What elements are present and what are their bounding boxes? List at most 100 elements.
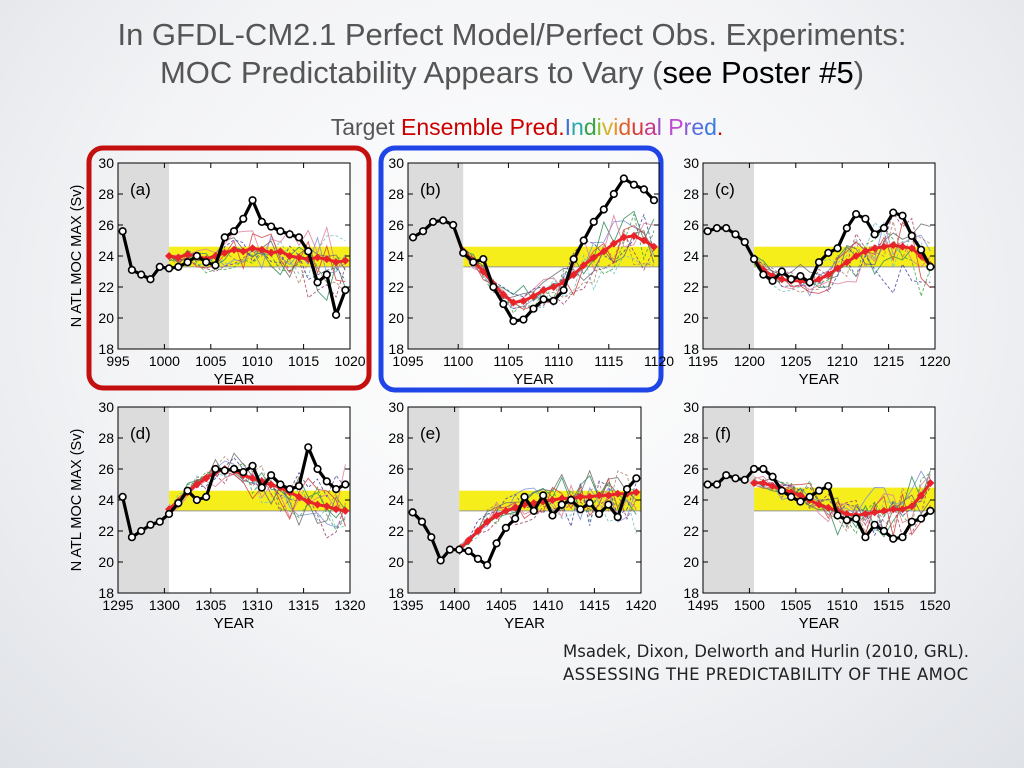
legend-individual-letter: u xyxy=(631,114,644,140)
target-marker xyxy=(529,304,538,313)
member-line xyxy=(459,482,637,547)
ensemble-marker xyxy=(332,505,341,514)
ensemble-marker xyxy=(549,283,558,291)
target-marker xyxy=(202,258,211,267)
legend-pred-letter: . xyxy=(716,114,724,140)
y-tick-label: 26 xyxy=(388,217,404,233)
ensemble-marker xyxy=(576,492,585,501)
y-tick-label: 26 xyxy=(388,461,404,477)
legend-individual-letter: n xyxy=(571,114,584,140)
target-marker xyxy=(192,251,201,261)
ensemble-marker xyxy=(861,247,870,256)
y-tick-label: 28 xyxy=(388,430,404,446)
target-marker xyxy=(118,227,127,236)
ensemble-marker xyxy=(174,253,183,262)
target-marker xyxy=(749,255,759,264)
member-line xyxy=(168,246,346,284)
target-marker xyxy=(842,224,851,233)
y-tick-label: 22 xyxy=(683,279,699,295)
ensemble-marker xyxy=(220,248,229,257)
y-tick-label: 28 xyxy=(683,430,699,446)
target-marker xyxy=(889,534,898,543)
citation-paper-title: ASSESSING THE PREDICTABILITY OF THE AMOC xyxy=(563,665,969,684)
ensemble-marker xyxy=(479,267,488,276)
target-marker xyxy=(768,472,777,481)
x-tick-label: 1305 xyxy=(195,597,226,613)
target-marker xyxy=(731,230,740,239)
target-marker xyxy=(211,261,220,270)
x-tick-label: 1005 xyxy=(195,353,226,369)
ensemble-marker xyxy=(313,500,322,509)
target-marker xyxy=(341,480,350,489)
target-marker xyxy=(579,236,588,245)
target-marker xyxy=(796,497,805,506)
target-marker xyxy=(146,275,155,284)
ensemble-marker xyxy=(483,517,492,526)
target-marker xyxy=(155,517,164,526)
target-marker xyxy=(870,230,879,239)
target-marker xyxy=(594,509,604,519)
target-marker xyxy=(257,217,266,226)
panel-d: 18 20 22 24 26 28 30 1295 1300 1305 1310 1315 1320 (d… xyxy=(69,399,366,632)
target-marker xyxy=(155,262,164,271)
x-tick-label: 1295 xyxy=(102,597,133,613)
member-line xyxy=(458,492,637,551)
target-marker xyxy=(926,262,935,271)
target-marker xyxy=(313,464,322,474)
ensemble-marker xyxy=(889,241,898,250)
target-marker xyxy=(731,474,740,483)
climatology-band xyxy=(463,246,659,267)
member-line xyxy=(753,254,931,294)
x-tick-label: 1095 xyxy=(392,353,423,369)
ensemble-marker xyxy=(294,253,303,262)
target-marker xyxy=(489,282,498,292)
y-tick-label: 20 xyxy=(388,554,404,570)
legend-pred-letter: P xyxy=(668,114,684,140)
y-axis-label: N ATL MOC MAX (Sv) xyxy=(69,185,85,328)
ensemble-marker xyxy=(833,264,842,273)
ensemble-marker xyxy=(870,508,879,517)
legend-ensemble: Ensemble Pred. xyxy=(401,114,565,140)
ensemble-marker xyxy=(276,247,285,256)
panel-e: 18 20 22 24 26 28 30 1395 1400 1405 1410 1415 1420 (e… xyxy=(388,399,656,632)
panel-a: 18 20 22 24 26 28 30 995 1000 1005 1010 1015 1020 (a)… xyxy=(69,155,366,388)
target-marker xyxy=(722,471,731,480)
x-tick-label: 1310 xyxy=(242,597,273,613)
y-tick-label: 30 xyxy=(98,155,114,171)
x-tick-label: 1220 xyxy=(919,353,950,369)
y-tick-label: 20 xyxy=(683,554,699,570)
x-axis-label: YEAR xyxy=(799,615,840,632)
target-marker xyxy=(879,526,889,536)
target-marker xyxy=(408,233,418,242)
y-tick-label: 22 xyxy=(388,523,404,539)
x-tick-label: 1010 xyxy=(242,353,273,369)
ensemble-marker xyxy=(267,248,276,257)
target-marker xyxy=(722,224,731,233)
target-marker xyxy=(740,237,749,247)
x-axis-label: YEAR xyxy=(214,615,255,632)
target-marker xyxy=(341,286,350,295)
target-marker xyxy=(898,211,907,220)
ensemble-marker xyxy=(649,242,658,251)
title-line-2-suffix: ) xyxy=(853,55,865,90)
target-marker xyxy=(164,264,174,273)
ensemble-marker xyxy=(332,258,341,267)
member-line xyxy=(168,225,346,269)
target-marker xyxy=(257,483,266,492)
target-marker xyxy=(639,185,649,194)
y-tick-label: 24 xyxy=(388,492,404,508)
legend-pred-letter: e xyxy=(691,114,705,140)
target-marker xyxy=(926,506,935,515)
ensemble-marker xyxy=(589,253,598,262)
member-line xyxy=(753,474,931,526)
ensemble-marker xyxy=(579,261,588,270)
legend-pred: Pred. xyxy=(668,114,723,140)
x-tick-label: 995 xyxy=(106,353,130,369)
y-tick-label: 24 xyxy=(388,248,404,264)
legend-individual-letter: l xyxy=(656,114,662,140)
legend-individual: Individual xyxy=(565,114,662,140)
title-line-2: MOC Predictability Appears to Vary (see … xyxy=(0,54,1024,92)
ensemble-marker xyxy=(341,506,350,515)
x-tick-label: 1500 xyxy=(734,597,765,613)
target-marker xyxy=(629,180,639,189)
